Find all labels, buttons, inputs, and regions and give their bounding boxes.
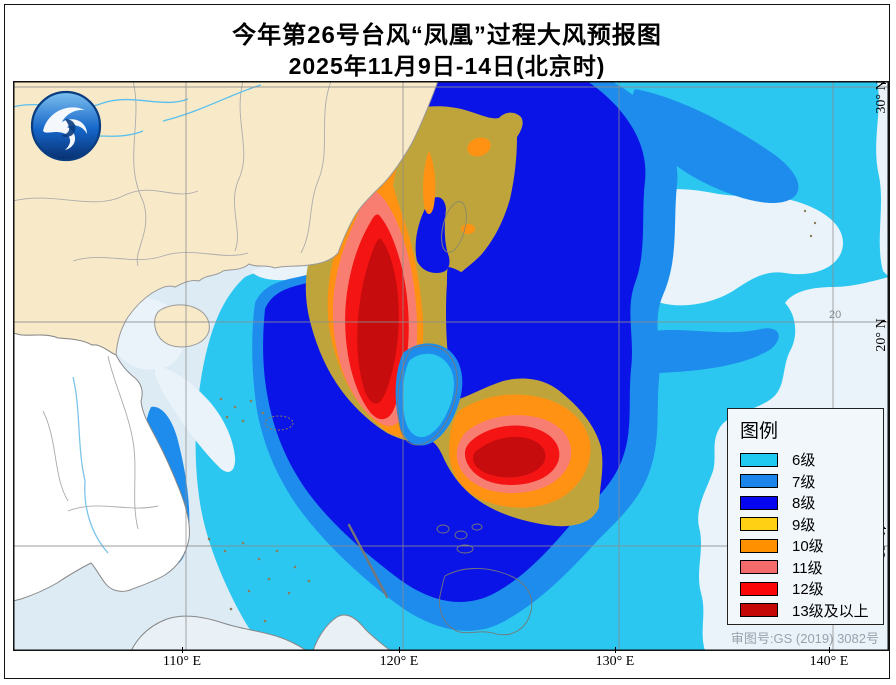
x-axis-label: 130° E <box>595 654 635 669</box>
axis-tick <box>881 83 886 84</box>
legend-item-label: 6级 <box>792 452 816 470</box>
legend-item-label: 9级 <box>792 516 816 534</box>
china-meteorological-logo <box>29 89 103 163</box>
legend-item-label: 7级 <box>792 473 816 491</box>
axis-tick <box>829 647 830 653</box>
legend-swatch <box>740 452 778 467</box>
wind-forecast-map: 图例 6级 7级 8级 9级 10级 11级 12级 13级及以上 审图号:GS (2019)… <box>13 81 889 651</box>
map-border <box>13 81 889 651</box>
legend-item-11: 11级 <box>740 557 883 579</box>
legend-item-label: 12级 <box>792 581 824 599</box>
palawan-outline <box>347 523 389 599</box>
reef-specks <box>207 209 817 623</box>
logo-swirl <box>43 107 87 150</box>
legend-swatch <box>740 495 778 510</box>
legend-swatch <box>740 474 778 489</box>
legend-title: 图例 <box>740 421 779 442</box>
legend-item-13: 13级及以上 <box>740 600 883 622</box>
island-outlines <box>347 201 533 636</box>
strait-inlets <box>415 197 483 387</box>
mindanao-outline <box>439 568 533 636</box>
legend-swatch <box>740 603 778 618</box>
borneo-landmass <box>130 614 392 651</box>
axis-tick <box>881 321 886 322</box>
graticule-inner-label: 20 <box>829 309 842 321</box>
y-axis-label: 20° N <box>874 318 889 352</box>
map-review-number: 审图号:GS (2019) 3082号 <box>730 631 879 646</box>
legend-swatch <box>740 581 778 596</box>
legend-item-label: 8级 <box>792 495 816 513</box>
legend-swatch <box>740 538 778 553</box>
map-canvas <box>13 81 889 651</box>
province-borders <box>13 81 332 267</box>
legend-item-label: 13级及以上 <box>792 602 869 620</box>
legend-item-7: 7级 <box>740 471 883 493</box>
mekong-river <box>72 376 109 554</box>
indochina-landmass <box>13 332 190 602</box>
legend-swatch <box>740 560 778 575</box>
map-subtitle: 2025年11月9日-14日(北京时) <box>288 53 606 79</box>
x-axis-label: 110° E <box>162 654 202 669</box>
country-borders <box>42 355 159 530</box>
legend-item-6: 6级 <box>740 449 883 471</box>
y-axis-label: 30° N <box>874 80 889 114</box>
legend-item-label: 11级 <box>792 559 823 577</box>
legend-item-label: 10级 <box>792 538 824 556</box>
x-axis-label: 120° E <box>379 654 419 669</box>
legend-item-8: 8级 <box>740 492 883 514</box>
figure-frame: 今年第26号台风“凤凰”过程大风预报图 2025年11月9日-14日(北京时) <box>4 4 890 679</box>
legend-item-9: 9级 <box>740 514 883 536</box>
wind-layer-13 <box>357 238 546 478</box>
axis-tick <box>182 647 183 653</box>
legend-rows: 6级 7级 8级 9级 10级 11级 12级 13级及以上 <box>728 449 883 621</box>
legend: 图例 6级 7级 8级 9级 10级 11级 12级 13级及以上 <box>727 408 884 625</box>
x-axis-label: 140° E <box>809 654 849 669</box>
hainan-island <box>154 304 210 348</box>
luzon-wind-patch <box>395 343 463 446</box>
legend-item-10: 10级 <box>740 535 883 557</box>
legend-item-12: 12级 <box>740 578 883 600</box>
legend-swatch <box>740 517 778 532</box>
taiwan-outline <box>441 201 467 253</box>
map-title: 今年第26号台风“凤凰”过程大风预报图 <box>232 22 662 49</box>
axis-tick <box>615 647 616 653</box>
luzon-outline <box>397 345 458 446</box>
axis-tick <box>399 647 400 653</box>
